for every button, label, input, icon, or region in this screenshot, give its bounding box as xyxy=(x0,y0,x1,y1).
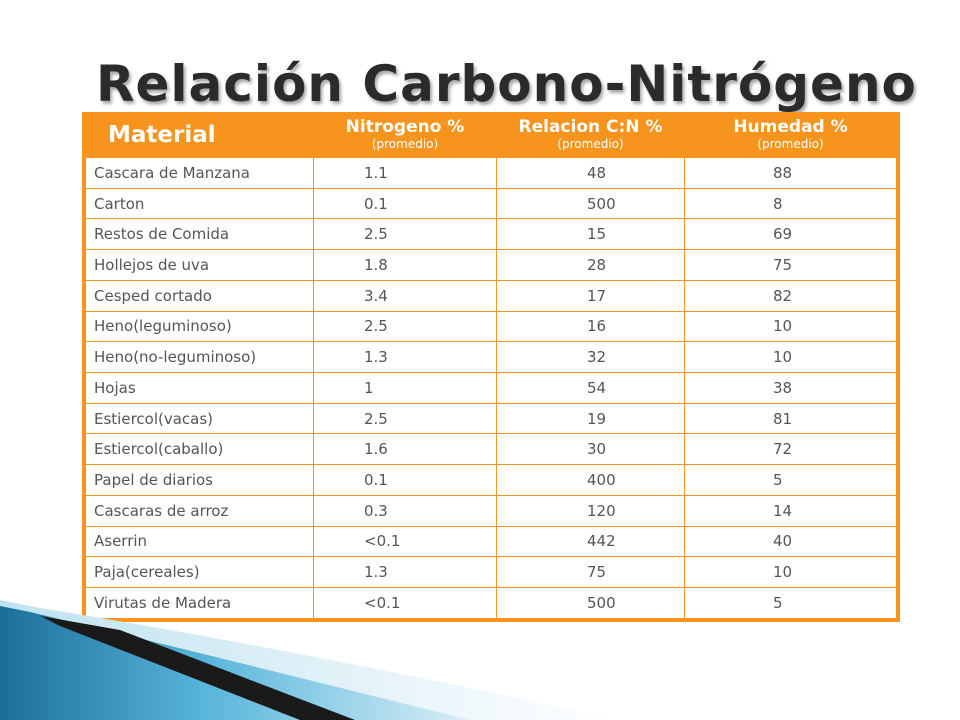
carbon-nitrogen-table: Material Nitrogeno % (promedio) Relacion… xyxy=(85,115,897,619)
cell-material: Heno(leguminoso) xyxy=(85,310,314,343)
cell-ratio: 442 xyxy=(496,525,685,558)
cell-material: Paja(cereales) xyxy=(85,556,314,589)
cell-nitrogen: 0.1 xyxy=(313,464,497,496)
cell-humidity: 72 xyxy=(684,433,897,466)
cell-nitrogen: <0.1 xyxy=(313,525,497,558)
cell-nitrogen: 2.5 xyxy=(313,310,497,343)
cell-humidity: 8 xyxy=(684,187,897,220)
cell-ratio: 30 xyxy=(496,433,685,466)
header-ratio: Relacion C:N % (promedio) xyxy=(496,115,685,158)
cell-ratio: 120 xyxy=(496,494,685,527)
table-row: Hojas 1 54 38 xyxy=(85,372,897,404)
header-nitrogen: Nitrogeno % (promedio) xyxy=(313,115,497,158)
cell-humidity: 88 xyxy=(684,157,897,189)
cell-humidity: 10 xyxy=(684,341,897,374)
cell-material: Virutas de Madera xyxy=(85,587,314,619)
header-nitrogen-label: Nitrogeno % xyxy=(345,117,465,137)
table-row: Carton 0.1 500 8 xyxy=(85,187,897,220)
cell-ratio: 400 xyxy=(496,464,685,496)
table-row: Heno(no-leguminoso) 1.3 32 10 xyxy=(85,341,897,374)
cell-material: Restos de Comida xyxy=(85,218,314,251)
cell-nitrogen: 0.3 xyxy=(313,494,497,527)
cell-material: Cesped cortado xyxy=(85,279,314,312)
table-row: Restos de Comida 2.5 15 69 xyxy=(85,218,897,251)
header-ratio-sub: (promedio) xyxy=(557,137,624,151)
cell-nitrogen: 2.5 xyxy=(313,402,497,435)
table-row: Paja(cereales) 1.3 75 10 xyxy=(85,556,897,589)
cell-material: Carton xyxy=(85,187,314,220)
cell-ratio: 16 xyxy=(496,310,685,343)
header-humidity-sub: (promedio) xyxy=(757,137,824,151)
cell-nitrogen: 1.3 xyxy=(313,341,497,374)
cell-humidity: 14 xyxy=(684,494,897,527)
cell-ratio: 48 xyxy=(496,157,685,189)
cell-ratio: 19 xyxy=(496,402,685,435)
deco-dark-stroke xyxy=(40,616,355,720)
cell-nitrogen: 1.3 xyxy=(313,556,497,589)
cell-material: Cascaras de arroz xyxy=(85,494,314,527)
cell-material: Estiercol(vacas) xyxy=(85,402,314,435)
header-humidity-label: Humedad % xyxy=(733,117,848,137)
cell-humidity: 10 xyxy=(684,556,897,589)
header-humidity: Humedad % (promedio) xyxy=(684,115,897,158)
cell-humidity: 75 xyxy=(684,249,897,281)
cell-humidity: 38 xyxy=(684,372,897,404)
table-row: Papel de diarios 0.1 400 5 xyxy=(85,464,897,496)
cell-material: Hojas xyxy=(85,372,314,404)
table-row: Aserrin <0.1 442 40 xyxy=(85,525,897,558)
table-row: Hollejos de uva 1.8 28 75 xyxy=(85,249,897,281)
cell-material: Estiercol(caballo) xyxy=(85,433,314,466)
table-row: Estiercol(vacas) 2.5 19 81 xyxy=(85,402,897,435)
cell-material: Cascara de Manzana xyxy=(85,157,314,189)
cell-material: Hollejos de uva xyxy=(85,249,314,281)
slide-title: Relación Carbono-Nitrógeno xyxy=(96,55,917,113)
table-body: Cascara de Manzana 1.1 48 88 Carton 0.1 500 8 Re… xyxy=(85,157,897,619)
cell-nitrogen: 1 xyxy=(313,372,497,404)
cell-humidity: 82 xyxy=(684,279,897,312)
cell-nitrogen: 1.1 xyxy=(313,157,497,189)
table-header-row: Material Nitrogeno % (promedio) Relacion… xyxy=(85,115,897,158)
cell-ratio: 17 xyxy=(496,279,685,312)
cell-ratio: 500 xyxy=(496,587,685,619)
cell-ratio: 500 xyxy=(496,187,685,220)
cell-material: Heno(no-leguminoso) xyxy=(85,341,314,374)
cell-humidity: 69 xyxy=(684,218,897,251)
header-material: Material xyxy=(85,115,314,158)
cell-nitrogen: 0.1 xyxy=(313,187,497,220)
cell-humidity: 81 xyxy=(684,402,897,435)
cell-nitrogen: 2.5 xyxy=(313,218,497,251)
table-row: Cascara de Manzana 1.1 48 88 xyxy=(85,157,897,189)
cell-ratio: 15 xyxy=(496,218,685,251)
cell-humidity: 5 xyxy=(684,464,897,496)
cell-ratio: 75 xyxy=(496,556,685,589)
cell-ratio: 32 xyxy=(496,341,685,374)
deco-blue-band xyxy=(0,606,470,720)
header-nitrogen-sub: (promedio) xyxy=(371,137,439,151)
table-row: Heno(leguminoso) 2.5 16 10 xyxy=(85,310,897,343)
header-ratio-label: Relacion C:N % xyxy=(518,117,663,137)
table-row: Cesped cortado 3.4 17 82 xyxy=(85,279,897,312)
cell-ratio: 28 xyxy=(496,249,685,281)
cell-material: Papel de diarios xyxy=(85,464,314,496)
table-row: Virutas de Madera <0.1 500 5 xyxy=(85,587,897,619)
cell-nitrogen: 1.8 xyxy=(313,249,497,281)
cell-ratio: 54 xyxy=(496,372,685,404)
cell-humidity: 40 xyxy=(684,525,897,558)
data-table-frame: Material Nitrogeno % (promedio) Relacion… xyxy=(82,112,900,622)
cell-nitrogen: 1.6 xyxy=(313,433,497,466)
cell-material: Aserrin xyxy=(85,525,314,558)
table-row: Cascaras de arroz 0.3 120 14 xyxy=(85,494,897,527)
table-row: Estiercol(caballo) 1.6 30 72 xyxy=(85,433,897,466)
cell-humidity: 5 xyxy=(684,587,897,619)
cell-nitrogen: 3.4 xyxy=(313,279,497,312)
cell-nitrogen: <0.1 xyxy=(313,587,497,619)
cell-humidity: 10 xyxy=(684,310,897,343)
